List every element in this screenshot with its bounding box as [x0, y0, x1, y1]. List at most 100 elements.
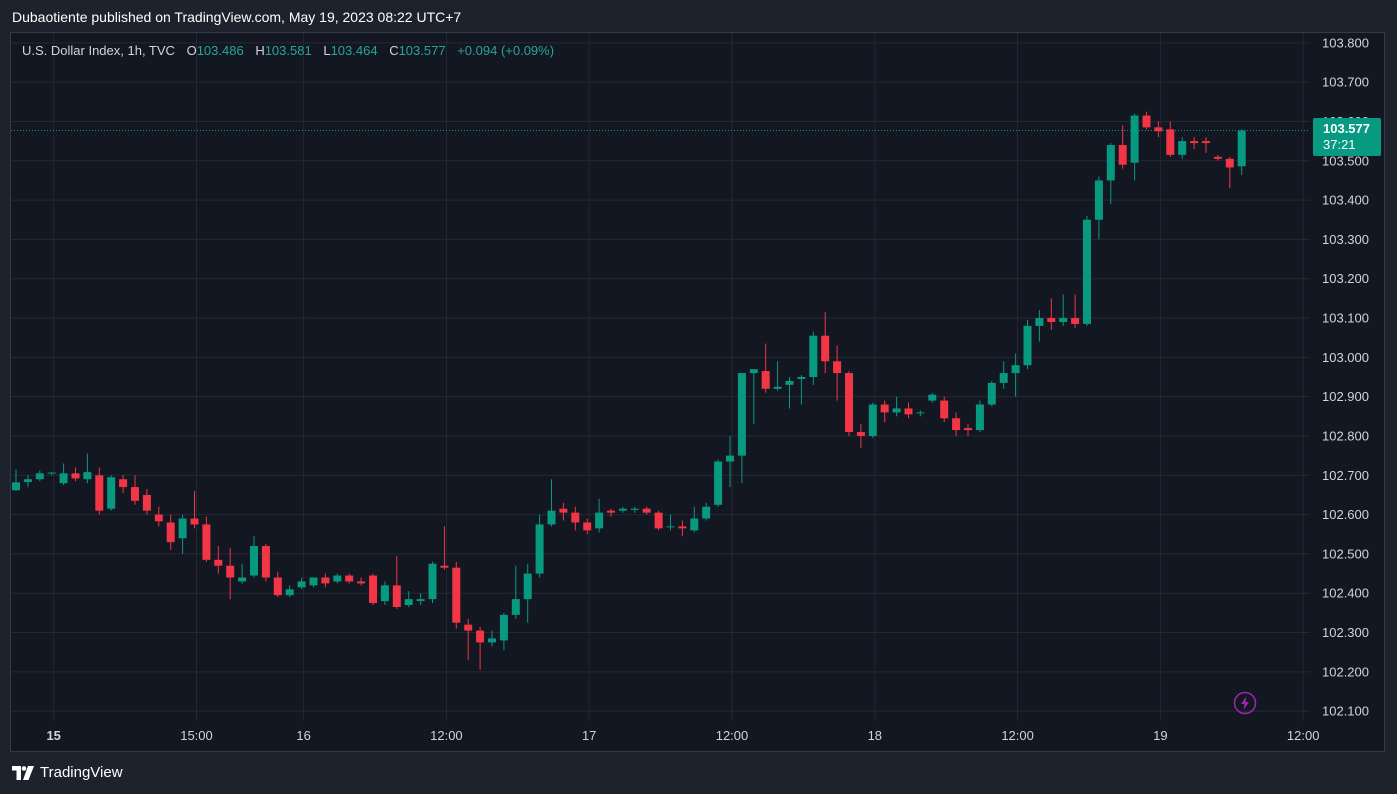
- candle: [1083, 215, 1091, 326]
- candle: [1023, 319, 1032, 370]
- chart-grid: [11, 33, 1310, 721]
- candle: [1166, 121, 1175, 157]
- candle: [654, 510, 663, 531]
- candle: [773, 361, 782, 391]
- candle: [856, 424, 865, 448]
- candle: [547, 479, 556, 527]
- y-tick-label: 102.400: [1322, 586, 1369, 601]
- tradingview-logo-icon: [12, 765, 34, 780]
- low-value: 103.464: [330, 43, 378, 58]
- candle: [380, 581, 389, 606]
- candle: [1213, 154, 1222, 161]
- candle: [797, 375, 806, 405]
- y-tick-label: 103.200: [1322, 271, 1369, 286]
- chart-frame[interactable]: [10, 32, 1385, 752]
- candle: [154, 506, 163, 527]
- candle: [321, 573, 330, 588]
- y-tick-label: 102.600: [1322, 507, 1369, 522]
- price-axis: 103.800103.700103.600103.500103.400103.3…: [1322, 35, 1369, 718]
- candle: [726, 435, 734, 488]
- candle: [987, 380, 996, 407]
- candle: [1190, 137, 1199, 149]
- candle: [821, 312, 830, 374]
- x-tick-label: 16: [296, 728, 310, 743]
- candle: [297, 577, 306, 590]
- x-tick-label: 15: [46, 728, 60, 743]
- y-tick-label: 103.300: [1322, 232, 1369, 247]
- candle: [333, 573, 342, 584]
- x-tick-label: 18: [868, 728, 882, 743]
- candle: [1225, 156, 1234, 189]
- candle: [1237, 128, 1246, 175]
- candle: [416, 593, 425, 606]
- candle: [238, 563, 247, 584]
- candle: [452, 561, 461, 629]
- candles: [12, 111, 1246, 670]
- candle: [845, 371, 853, 436]
- y-tick-label: 102.900: [1322, 389, 1369, 404]
- candle: [559, 502, 568, 521]
- candle: [1011, 353, 1020, 397]
- x-tick-label: 15:00: [180, 728, 213, 743]
- candle: [618, 506, 627, 513]
- candle: [357, 577, 366, 586]
- candle: [309, 577, 318, 588]
- low-label: L: [323, 43, 331, 58]
- candle: [523, 563, 532, 623]
- footer: TradingView: [12, 764, 123, 781]
- candle: [202, 516, 211, 562]
- candle: [630, 506, 639, 513]
- candle: [166, 514, 175, 550]
- lightning-bolt-icon[interactable]: [1233, 691, 1257, 715]
- x-tick-label: 12:00: [1287, 728, 1320, 743]
- candle: [131, 475, 139, 505]
- candle: [702, 502, 711, 521]
- candle: [12, 469, 20, 492]
- candle: [511, 565, 520, 619]
- chart-legend: U.S. Dollar Index, 1h, TVC O103.486 H103…: [22, 43, 554, 58]
- candle: [1118, 125, 1127, 169]
- candle: [1178, 137, 1187, 159]
- candle: [1094, 176, 1103, 240]
- candle: [1142, 111, 1151, 130]
- candle: [761, 343, 770, 393]
- high-value: 103.581: [264, 43, 312, 58]
- candle: [23, 475, 32, 488]
- candle: [428, 561, 437, 604]
- change-value: +0.094 (+0.09%): [457, 43, 555, 58]
- candle: [1202, 137, 1210, 153]
- candle: [285, 585, 294, 598]
- x-tick-label: 12:00: [1001, 728, 1034, 743]
- candle: [1047, 298, 1056, 330]
- candle: [178, 514, 187, 554]
- last-price-badge: 103.577 37:21: [1313, 118, 1381, 156]
- candle: [273, 571, 282, 598]
- y-tick-label: 103.400: [1322, 193, 1369, 208]
- candle: [595, 498, 604, 533]
- candle: [999, 361, 1008, 389]
- y-tick-label: 103.500: [1322, 153, 1369, 168]
- publish-info: Dubaotiente published on TradingView.com…: [12, 9, 462, 25]
- candle: [35, 470, 44, 482]
- candle: [737, 373, 746, 484]
- candle: [488, 630, 496, 647]
- candle: [107, 475, 116, 511]
- candle: [964, 424, 972, 436]
- candle: [940, 396, 949, 423]
- candle: [369, 573, 377, 606]
- candle: [714, 459, 723, 507]
- time-axis: 15 15:00 16 12:00 17 12:00 18 12:00 19 12:00: [46, 728, 1319, 743]
- candle: [119, 475, 128, 493]
- candle: [1059, 294, 1068, 326]
- candle: [404, 591, 413, 607]
- candle: [583, 518, 592, 535]
- candle: [690, 506, 699, 533]
- candle: [1130, 113, 1139, 181]
- candle: [868, 402, 877, 438]
- candle: [1106, 143, 1115, 205]
- bar-countdown: 37:21: [1323, 137, 1356, 152]
- candle: [642, 506, 651, 515]
- candle: [666, 514, 675, 531]
- candle: [440, 526, 449, 570]
